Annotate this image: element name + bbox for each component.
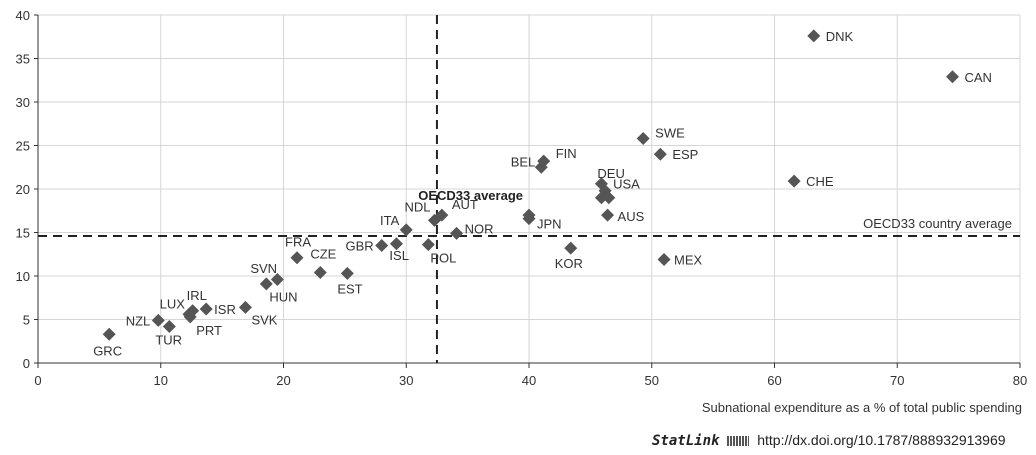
average-point-label: OECD33 average bbox=[418, 188, 523, 203]
y-tick-label: 10 bbox=[16, 269, 30, 284]
x-tick-label: 20 bbox=[276, 373, 290, 388]
y-tick-label: 30 bbox=[16, 95, 30, 110]
point-label-ita: ITA bbox=[380, 213, 400, 228]
statlink: StatLink http://dx.doi.org/10.1787/88893… bbox=[652, 432, 1006, 449]
point-label-swe: SWE bbox=[655, 126, 685, 141]
point-label-can: CAN bbox=[964, 70, 991, 85]
statlink-logo-icon bbox=[727, 436, 750, 447]
reference-line-label: OECD33 country average bbox=[863, 216, 1012, 231]
point-label-grc: GRC bbox=[93, 343, 122, 358]
axes bbox=[34, 14, 1021, 368]
data-point-svn bbox=[259, 277, 273, 291]
data-point-can bbox=[945, 70, 959, 84]
point-label-isr: ISR bbox=[214, 302, 236, 317]
point-label-nor: NOR bbox=[465, 221, 494, 236]
data-point-swe bbox=[636, 132, 650, 146]
point-label-che: CHE bbox=[806, 174, 834, 189]
y-tick-label: 5 bbox=[23, 313, 30, 328]
x-axis-title: Subnational expenditure as a % of total … bbox=[702, 400, 1022, 415]
x-tick-label: 40 bbox=[522, 373, 536, 388]
data-point-pol bbox=[421, 238, 435, 252]
point-label-aus: AUS bbox=[618, 209, 645, 224]
data-point-kor bbox=[564, 241, 578, 255]
data-point-svk bbox=[238, 300, 252, 314]
x-tick-label: 80 bbox=[1013, 373, 1027, 388]
point-label-svn: SVN bbox=[250, 261, 277, 276]
data-point-est bbox=[340, 266, 354, 280]
x-tick-label: 10 bbox=[154, 373, 168, 388]
point-label-dnk: DNK bbox=[826, 29, 854, 44]
point-label-jpn: JPN bbox=[537, 217, 562, 232]
data-point bbox=[602, 191, 616, 205]
data-point-isr bbox=[199, 302, 213, 316]
data-point-che bbox=[787, 174, 801, 188]
y-tick-label: 35 bbox=[16, 52, 30, 67]
y-tick-label: 15 bbox=[16, 226, 30, 241]
point-label-bel: BEL bbox=[511, 154, 536, 169]
x-tick-label: 0 bbox=[34, 373, 41, 388]
data-point-mex bbox=[657, 252, 671, 266]
data-point-bel bbox=[534, 160, 548, 174]
x-tick-label: 60 bbox=[767, 373, 781, 388]
point-label-nzl: NZL bbox=[126, 313, 151, 328]
data-point-isl bbox=[389, 237, 403, 251]
point-label-ndl: NDL bbox=[404, 199, 430, 214]
data-points bbox=[102, 29, 959, 341]
data-point-ita bbox=[399, 223, 413, 237]
y-tick-label: 0 bbox=[23, 356, 30, 371]
data-point bbox=[594, 191, 608, 205]
statlink-brand: StatLink bbox=[652, 433, 720, 449]
point-label-svk: SVK bbox=[251, 312, 277, 327]
data-point-aus bbox=[601, 208, 615, 222]
point-label-hun: HUN bbox=[269, 289, 297, 304]
point-label-gbr: GBR bbox=[346, 239, 374, 254]
y-tick-label: 25 bbox=[16, 139, 30, 154]
grid-lines bbox=[38, 14, 1021, 363]
data-point-dnk bbox=[807, 29, 821, 43]
data-point-grc bbox=[102, 327, 116, 341]
point-label-isl: ISL bbox=[389, 248, 409, 263]
point-label-esp: ESP bbox=[672, 147, 698, 162]
data-point-nzl bbox=[151, 313, 165, 327]
point-label-cze: CZE bbox=[310, 247, 336, 262]
point-label-mex: MEX bbox=[674, 252, 703, 267]
point-label-est: EST bbox=[337, 281, 362, 296]
data-point-tur bbox=[162, 319, 176, 333]
data-point-oecd-average bbox=[522, 208, 536, 222]
data-point-hun bbox=[270, 272, 284, 286]
point-label-tur: TUR bbox=[155, 332, 182, 347]
y-tick-label: 20 bbox=[16, 182, 30, 197]
reference-lines bbox=[38, 15, 1020, 363]
point-label-fin: FIN bbox=[556, 146, 577, 161]
point-label-usa: USA bbox=[613, 177, 640, 192]
x-tick-label: 30 bbox=[399, 373, 413, 388]
x-tick-label: 50 bbox=[645, 373, 659, 388]
point-label-fra: FRA bbox=[285, 235, 311, 250]
data-point-cze bbox=[313, 266, 327, 280]
point-label-pol: POL bbox=[430, 251, 456, 266]
point-label-prt: PRT bbox=[196, 323, 222, 338]
data-point-esp bbox=[653, 147, 667, 161]
x-tick-label: 70 bbox=[890, 373, 904, 388]
data-point-gbr bbox=[375, 239, 389, 253]
statlink-url[interactable]: http://dx.doi.org/10.1787/888932913969 bbox=[757, 432, 1006, 448]
data-point-lux bbox=[182, 307, 196, 321]
point-label-aut: AUT bbox=[452, 197, 478, 212]
data-point-ndl bbox=[427, 213, 441, 227]
point-label-lux: LUX bbox=[160, 296, 186, 311]
data-point-nor bbox=[450, 226, 464, 240]
tick-labels: 0 10 20 30 40 50 60 70 80 0 5 10 15 20 25 30 35 40 bbox=[16, 8, 1028, 388]
point-label-irl: IRL bbox=[187, 288, 207, 303]
data-point-fra bbox=[290, 251, 304, 265]
point-label-kor: KOR bbox=[555, 256, 583, 271]
y-tick-label: 40 bbox=[16, 8, 30, 23]
point-label-deu: DEU bbox=[597, 166, 624, 181]
